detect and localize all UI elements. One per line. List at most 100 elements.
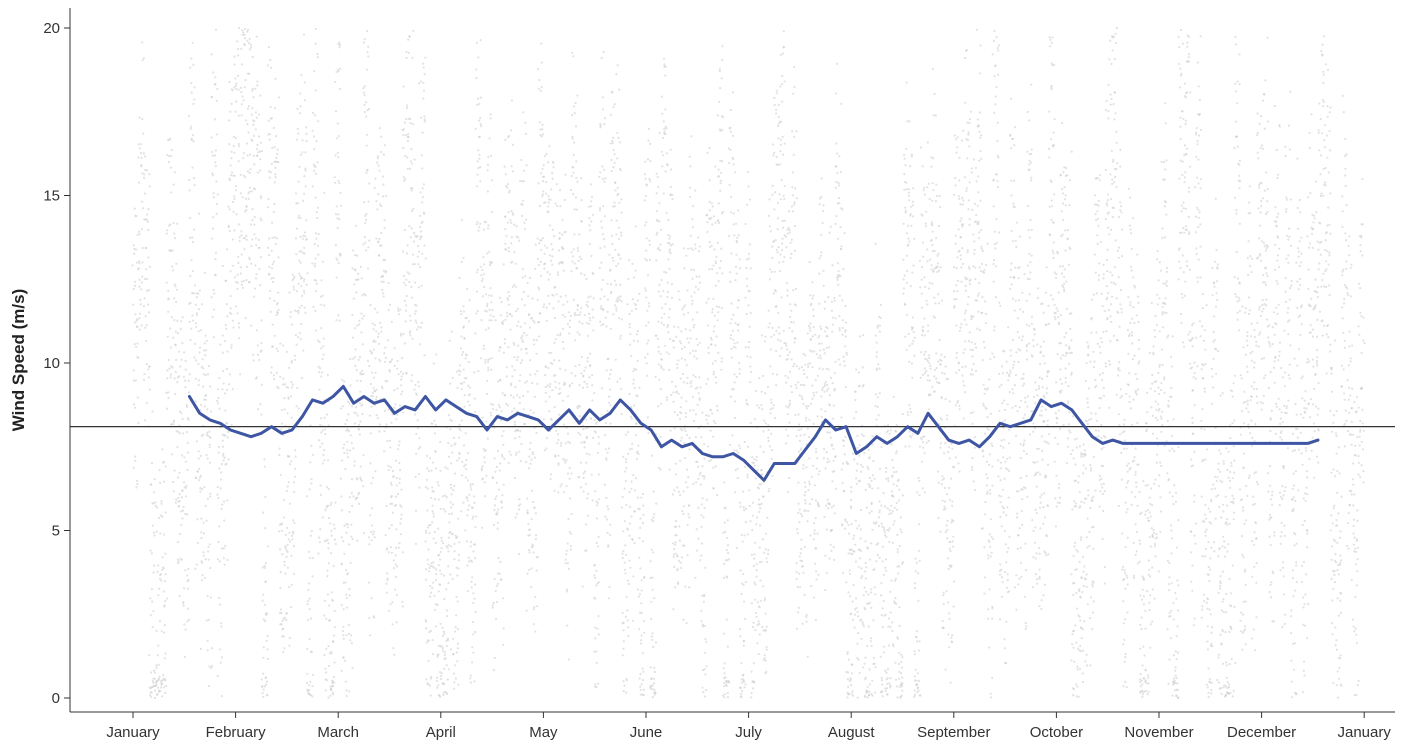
data-point: [522, 111, 525, 114]
data-point: [672, 391, 675, 394]
data-point: [605, 369, 608, 372]
data-point: [723, 693, 727, 696]
data-point: [577, 475, 580, 479]
data-point: [456, 574, 459, 577]
data-point: [369, 349, 372, 353]
data-point: [174, 344, 177, 347]
data-point: [219, 648, 222, 651]
data-point: [402, 146, 405, 150]
data-point: [199, 647, 202, 651]
data-point: [504, 138, 507, 141]
data-point: [415, 393, 418, 396]
data-point: [457, 567, 460, 570]
data-point: [488, 294, 491, 297]
data-point: [815, 547, 818, 550]
data-point: [742, 572, 745, 576]
data-point: [286, 550, 289, 554]
data-point: [807, 365, 810, 369]
data-point: [371, 391, 374, 394]
data-point: [765, 646, 768, 649]
data-point: [798, 508, 801, 511]
data-point: [400, 393, 403, 396]
data-point: [157, 663, 160, 666]
data-point: [292, 545, 295, 548]
data-point: [286, 485, 289, 488]
data-point: [762, 374, 765, 378]
data-point: [240, 114, 243, 117]
data-point: [609, 368, 613, 371]
data-point: [616, 297, 619, 300]
data-point: [155, 664, 158, 667]
data-point: [603, 245, 606, 248]
data-point: [786, 232, 790, 235]
data-point: [147, 208, 150, 211]
data-point: [155, 530, 158, 533]
data-point: [589, 229, 592, 232]
data-point: [716, 272, 719, 275]
data-point: [483, 461, 486, 464]
data-point: [438, 583, 442, 587]
data-point: [433, 566, 436, 570]
data-point: [207, 558, 210, 561]
data-point: [332, 564, 335, 568]
data-point: [592, 297, 595, 300]
data-point: [497, 413, 501, 416]
data-point: [345, 596, 348, 600]
data-point: [789, 315, 792, 319]
data-point: [712, 487, 715, 490]
data-point: [233, 229, 236, 232]
data-point: [789, 241, 792, 244]
data-point: [649, 666, 652, 669]
data-point: [147, 368, 150, 371]
data-point: [217, 402, 220, 405]
data-point: [659, 435, 662, 439]
data-point: [354, 327, 357, 330]
data-point: [403, 299, 406, 302]
data-point: [687, 247, 690, 250]
data-point: [538, 78, 541, 82]
data-point: [542, 190, 545, 193]
data-point: [489, 411, 492, 414]
data-point: [217, 445, 221, 449]
data-point: [634, 477, 638, 480]
data-point: [830, 300, 834, 303]
data-point: [798, 555, 801, 558]
data-point: [180, 510, 183, 513]
data-point: [456, 642, 460, 645]
data-point: [169, 376, 172, 379]
data-point: [163, 624, 166, 627]
data-point: [153, 696, 156, 700]
data-point: [425, 531, 428, 534]
data-point: [398, 542, 401, 545]
data-point: [232, 210, 235, 213]
data-point: [763, 419, 766, 422]
data-point: [620, 234, 623, 237]
data-point: [405, 252, 409, 255]
data-point: [152, 681, 155, 685]
data-point: [305, 682, 309, 685]
data-point: [474, 332, 477, 335]
data-point: [184, 628, 187, 631]
data-point: [512, 341, 515, 344]
data-point: [496, 572, 500, 575]
data-point: [557, 463, 560, 466]
data-point: [409, 117, 412, 121]
data-point: [815, 578, 818, 581]
data-point: [554, 202, 557, 205]
data-point: [736, 306, 739, 309]
data-point: [306, 647, 309, 651]
data-point: [802, 402, 805, 406]
data-point: [514, 516, 517, 519]
data-point: [741, 490, 745, 493]
data-point: [513, 420, 516, 423]
data-point: [450, 506, 453, 509]
data-point: [270, 277, 273, 280]
data-point: [533, 506, 536, 509]
data-point: [765, 557, 768, 560]
data-point: [142, 152, 145, 155]
data-point: [538, 288, 541, 291]
data-point: [686, 523, 689, 526]
data-point: [718, 305, 721, 309]
data-point: [548, 254, 552, 257]
data-point: [273, 378, 276, 381]
